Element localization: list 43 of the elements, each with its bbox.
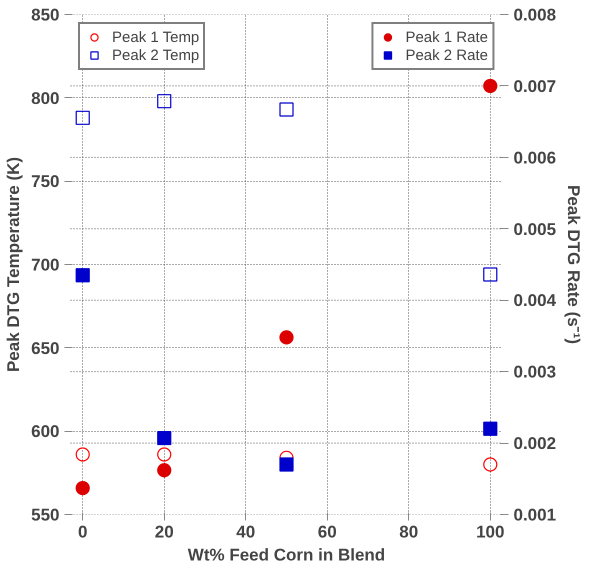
y2-tick-label: 0.001 (514, 506, 556, 524)
point (76, 110, 90, 125)
point (157, 430, 172, 446)
y-tick-label: 600 (31, 422, 60, 442)
point (483, 457, 498, 472)
y2-tick-label: 0.004 (514, 291, 557, 310)
y-tick-label: 700 (31, 256, 60, 274)
point (157, 447, 172, 462)
x-tick-label: 60 (318, 522, 337, 542)
y-axis-title: Peak DTG Temperature (K) (4, 156, 24, 372)
point (279, 102, 294, 117)
point (157, 94, 172, 108)
legend-label: Peak 2 Rate (405, 46, 488, 64)
y-tick-label: 800 (31, 88, 60, 108)
y-tick-label: 550 (31, 506, 60, 524)
point (483, 267, 498, 282)
point (483, 78, 498, 94)
y2-tick-label: 0.008 (514, 6, 556, 24)
x-axis-title: Wt% Feed Corn in Blend (188, 546, 386, 564)
x-tick-label: 0 (78, 522, 88, 542)
y2-tick-label: 0.003 (514, 362, 556, 382)
point (279, 457, 294, 472)
legend-label: Peak 1 Rate (405, 28, 488, 46)
y2-tick-label: 0.006 (514, 148, 556, 168)
point (483, 422, 498, 436)
x-tick-label: 40 (236, 522, 256, 542)
point (76, 480, 90, 496)
point (279, 330, 294, 344)
y2-axis-title: Peak DTG Rate (s⁻¹) (564, 184, 584, 344)
point (76, 268, 90, 282)
x-tick-label: 80 (399, 522, 418, 542)
legend-label: Peak 1 Temp (112, 28, 200, 46)
y-tick-label: 650 (31, 338, 60, 358)
y2-tick-label: 0.005 (514, 220, 556, 239)
x-tick-label: 100 (476, 522, 504, 542)
y2-tick-label: 0.007 (514, 76, 556, 96)
x-tick-label: 20 (154, 522, 174, 542)
legend-label: Peak 2 Temp (112, 46, 200, 64)
y-tick-label: 750 (31, 172, 60, 192)
y-tick-label: 850 (31, 6, 60, 24)
point (157, 463, 172, 478)
y2-tick-label: 0.002 (514, 434, 556, 454)
point (76, 447, 90, 462)
